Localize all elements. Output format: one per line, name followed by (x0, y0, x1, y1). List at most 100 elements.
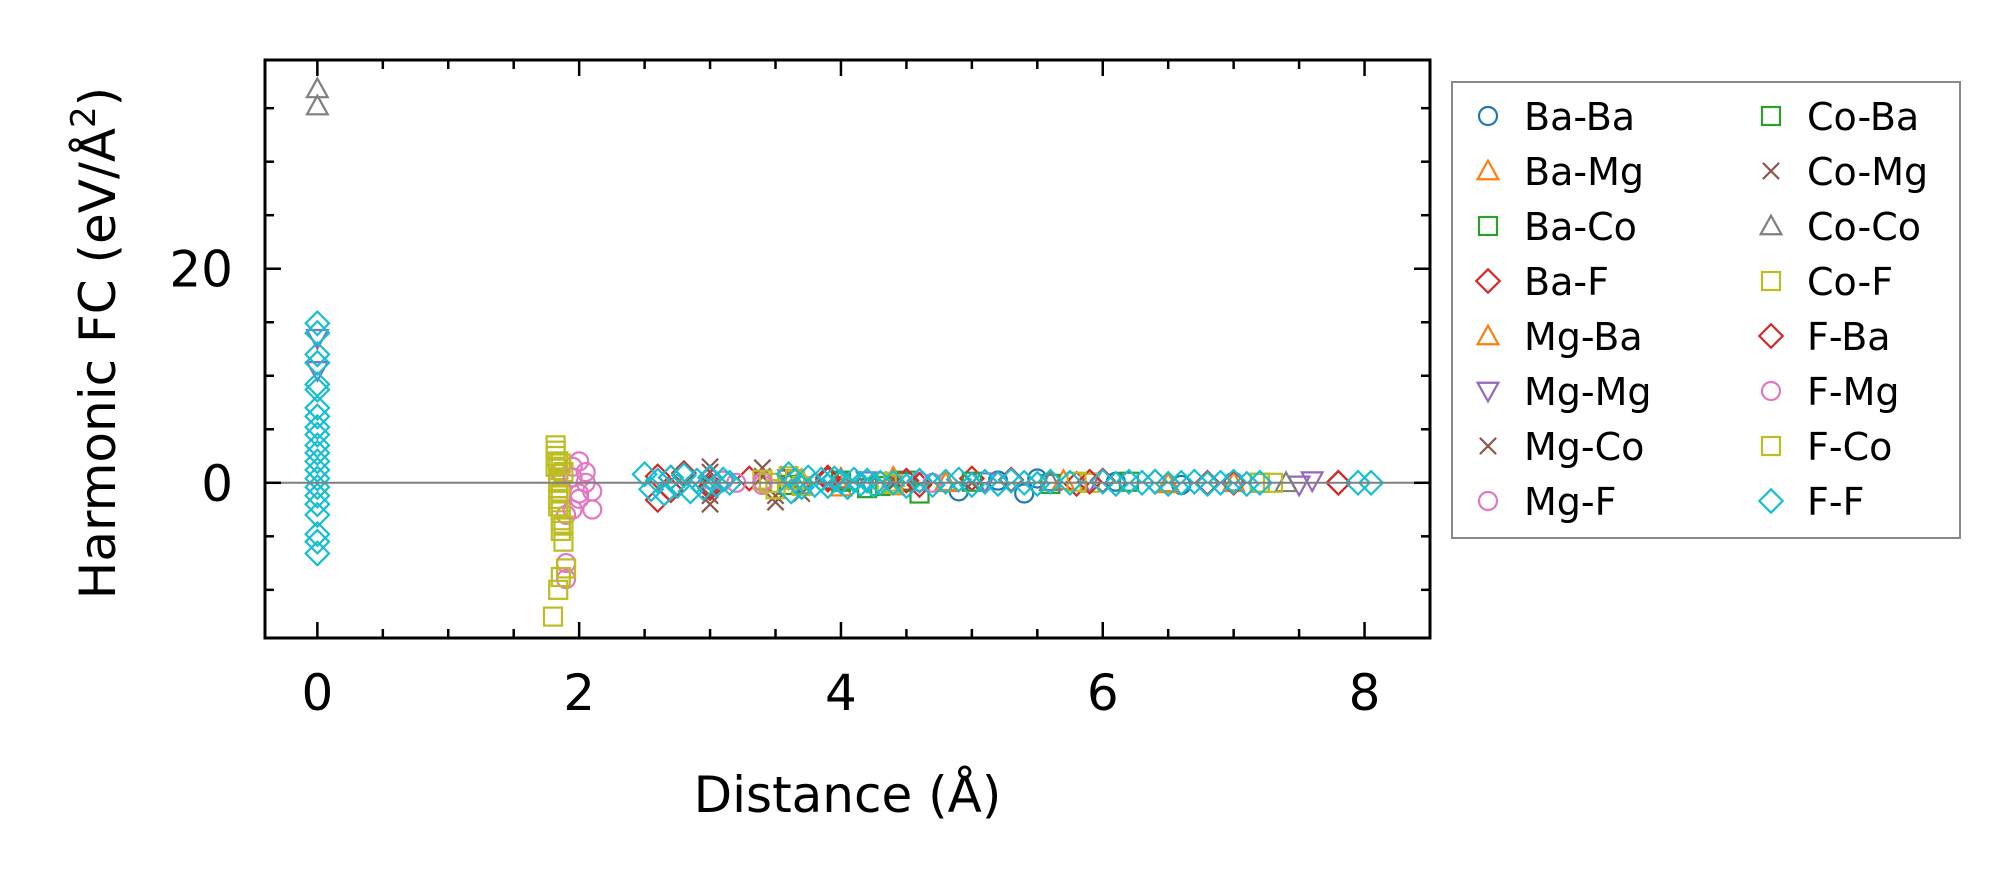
series-f-co (545, 440, 1284, 536)
legend-label: Co-F (1807, 260, 1893, 304)
data-point (304, 456, 331, 484)
legend-item: F-Ba (1757, 315, 1891, 359)
data-point (1014, 483, 1035, 504)
legend-label: F-Co (1807, 425, 1892, 469)
data-point (657, 464, 685, 491)
data-point (814, 464, 842, 491)
data-point (304, 540, 331, 567)
data-points (304, 76, 1385, 627)
axes: 0 2 4 6 8 0 20 Distance (Å) Harmonic FC (eV/Å2) (64, 58, 1432, 824)
data-point (553, 515, 574, 536)
data-point (553, 531, 574, 552)
data-point (575, 461, 596, 483)
legend-item: F-Mg (1760, 370, 1899, 414)
x-tick-label: 4 (825, 664, 857, 722)
data-point (860, 471, 887, 499)
legend-marker (1758, 213, 1784, 236)
data-point (304, 465, 331, 492)
data-point (1037, 468, 1064, 495)
legend-marker (1477, 215, 1499, 237)
legend-label: Co-Mg (1807, 150, 1928, 194)
x-tick-label: 6 (1087, 664, 1119, 722)
legend-item: Co-F (1760, 260, 1893, 304)
data-point (304, 403, 331, 430)
legend-item: Ba-Co (1477, 205, 1637, 249)
legend-marker (1760, 380, 1782, 402)
data-point (548, 496, 569, 517)
data-point (1024, 470, 1051, 498)
data-point (304, 413, 331, 441)
data-point (644, 467, 671, 494)
data-point (304, 482, 331, 509)
data-point (919, 471, 946, 499)
data-point (1246, 469, 1274, 497)
data-point (304, 439, 331, 467)
data-point (958, 471, 986, 499)
legend-label: F-Ba (1807, 315, 1891, 359)
legend-label: Co-Ba (1807, 95, 1919, 139)
data-point (1066, 471, 1087, 492)
legend-label: F-Mg (1807, 370, 1899, 414)
data-point (545, 440, 566, 461)
legend-marker (1760, 105, 1782, 127)
data-point (542, 606, 564, 627)
data-point (548, 579, 569, 600)
data-point (1221, 470, 1246, 493)
y-tick-label: 20 (169, 241, 233, 299)
data-point (703, 471, 730, 499)
data-point (550, 510, 571, 531)
data-point (1207, 469, 1234, 497)
data-point (1056, 469, 1084, 497)
legend-marker (1475, 381, 1501, 404)
data-point (1168, 469, 1195, 497)
data-point (305, 93, 330, 116)
data-point (562, 467, 583, 488)
plot-frame (263, 58, 1432, 640)
legend-marker (1475, 323, 1501, 346)
data-point (555, 569, 577, 590)
legend-label: Mg-Mg (1524, 370, 1652, 414)
legend-item: F-Co (1760, 425, 1892, 469)
data-point (716, 469, 743, 497)
series-f-f (304, 310, 1385, 567)
legend-item: Ba-Ba (1477, 95, 1635, 139)
data-point (550, 520, 571, 542)
data-point (304, 341, 331, 368)
data-point (1357, 469, 1385, 497)
data-point (1325, 469, 1352, 497)
legend-label: Ba-Ba (1524, 95, 1635, 139)
legend-marker (1475, 158, 1501, 181)
legend-label: F-F (1807, 480, 1864, 524)
legend-marker (1757, 487, 1785, 515)
data-point (304, 394, 331, 422)
x-axis-title: Distance (Å) (694, 766, 1002, 824)
data-point (304, 421, 331, 448)
data-point (550, 566, 571, 588)
y-axis-title: Harmonic FC (eV/Å2) (64, 87, 127, 599)
legend-item: Ba-F (1474, 260, 1609, 304)
data-point (945, 466, 973, 493)
data-point (304, 349, 331, 377)
data-point (906, 467, 933, 494)
data-point (1194, 470, 1221, 498)
data-point (304, 473, 331, 501)
data-point (696, 474, 724, 502)
data-point (304, 376, 331, 403)
data-point (1154, 470, 1182, 498)
data-point (1063, 470, 1090, 498)
legend-item: Mg-F (1477, 480, 1616, 524)
legend-marker (1474, 267, 1502, 295)
legend-label: Ba-Co (1524, 205, 1637, 249)
data-point (304, 520, 331, 548)
data-point (690, 474, 717, 502)
data-point (550, 499, 571, 520)
legend-item: Co-Ba (1760, 95, 1919, 139)
data-point (637, 475, 665, 503)
data-point (709, 466, 737, 493)
data-point (701, 486, 719, 505)
legend-label: Ba-Mg (1524, 150, 1644, 194)
series-ba-f (644, 459, 1352, 514)
legend-marker (1479, 437, 1497, 455)
data-point (304, 448, 331, 475)
